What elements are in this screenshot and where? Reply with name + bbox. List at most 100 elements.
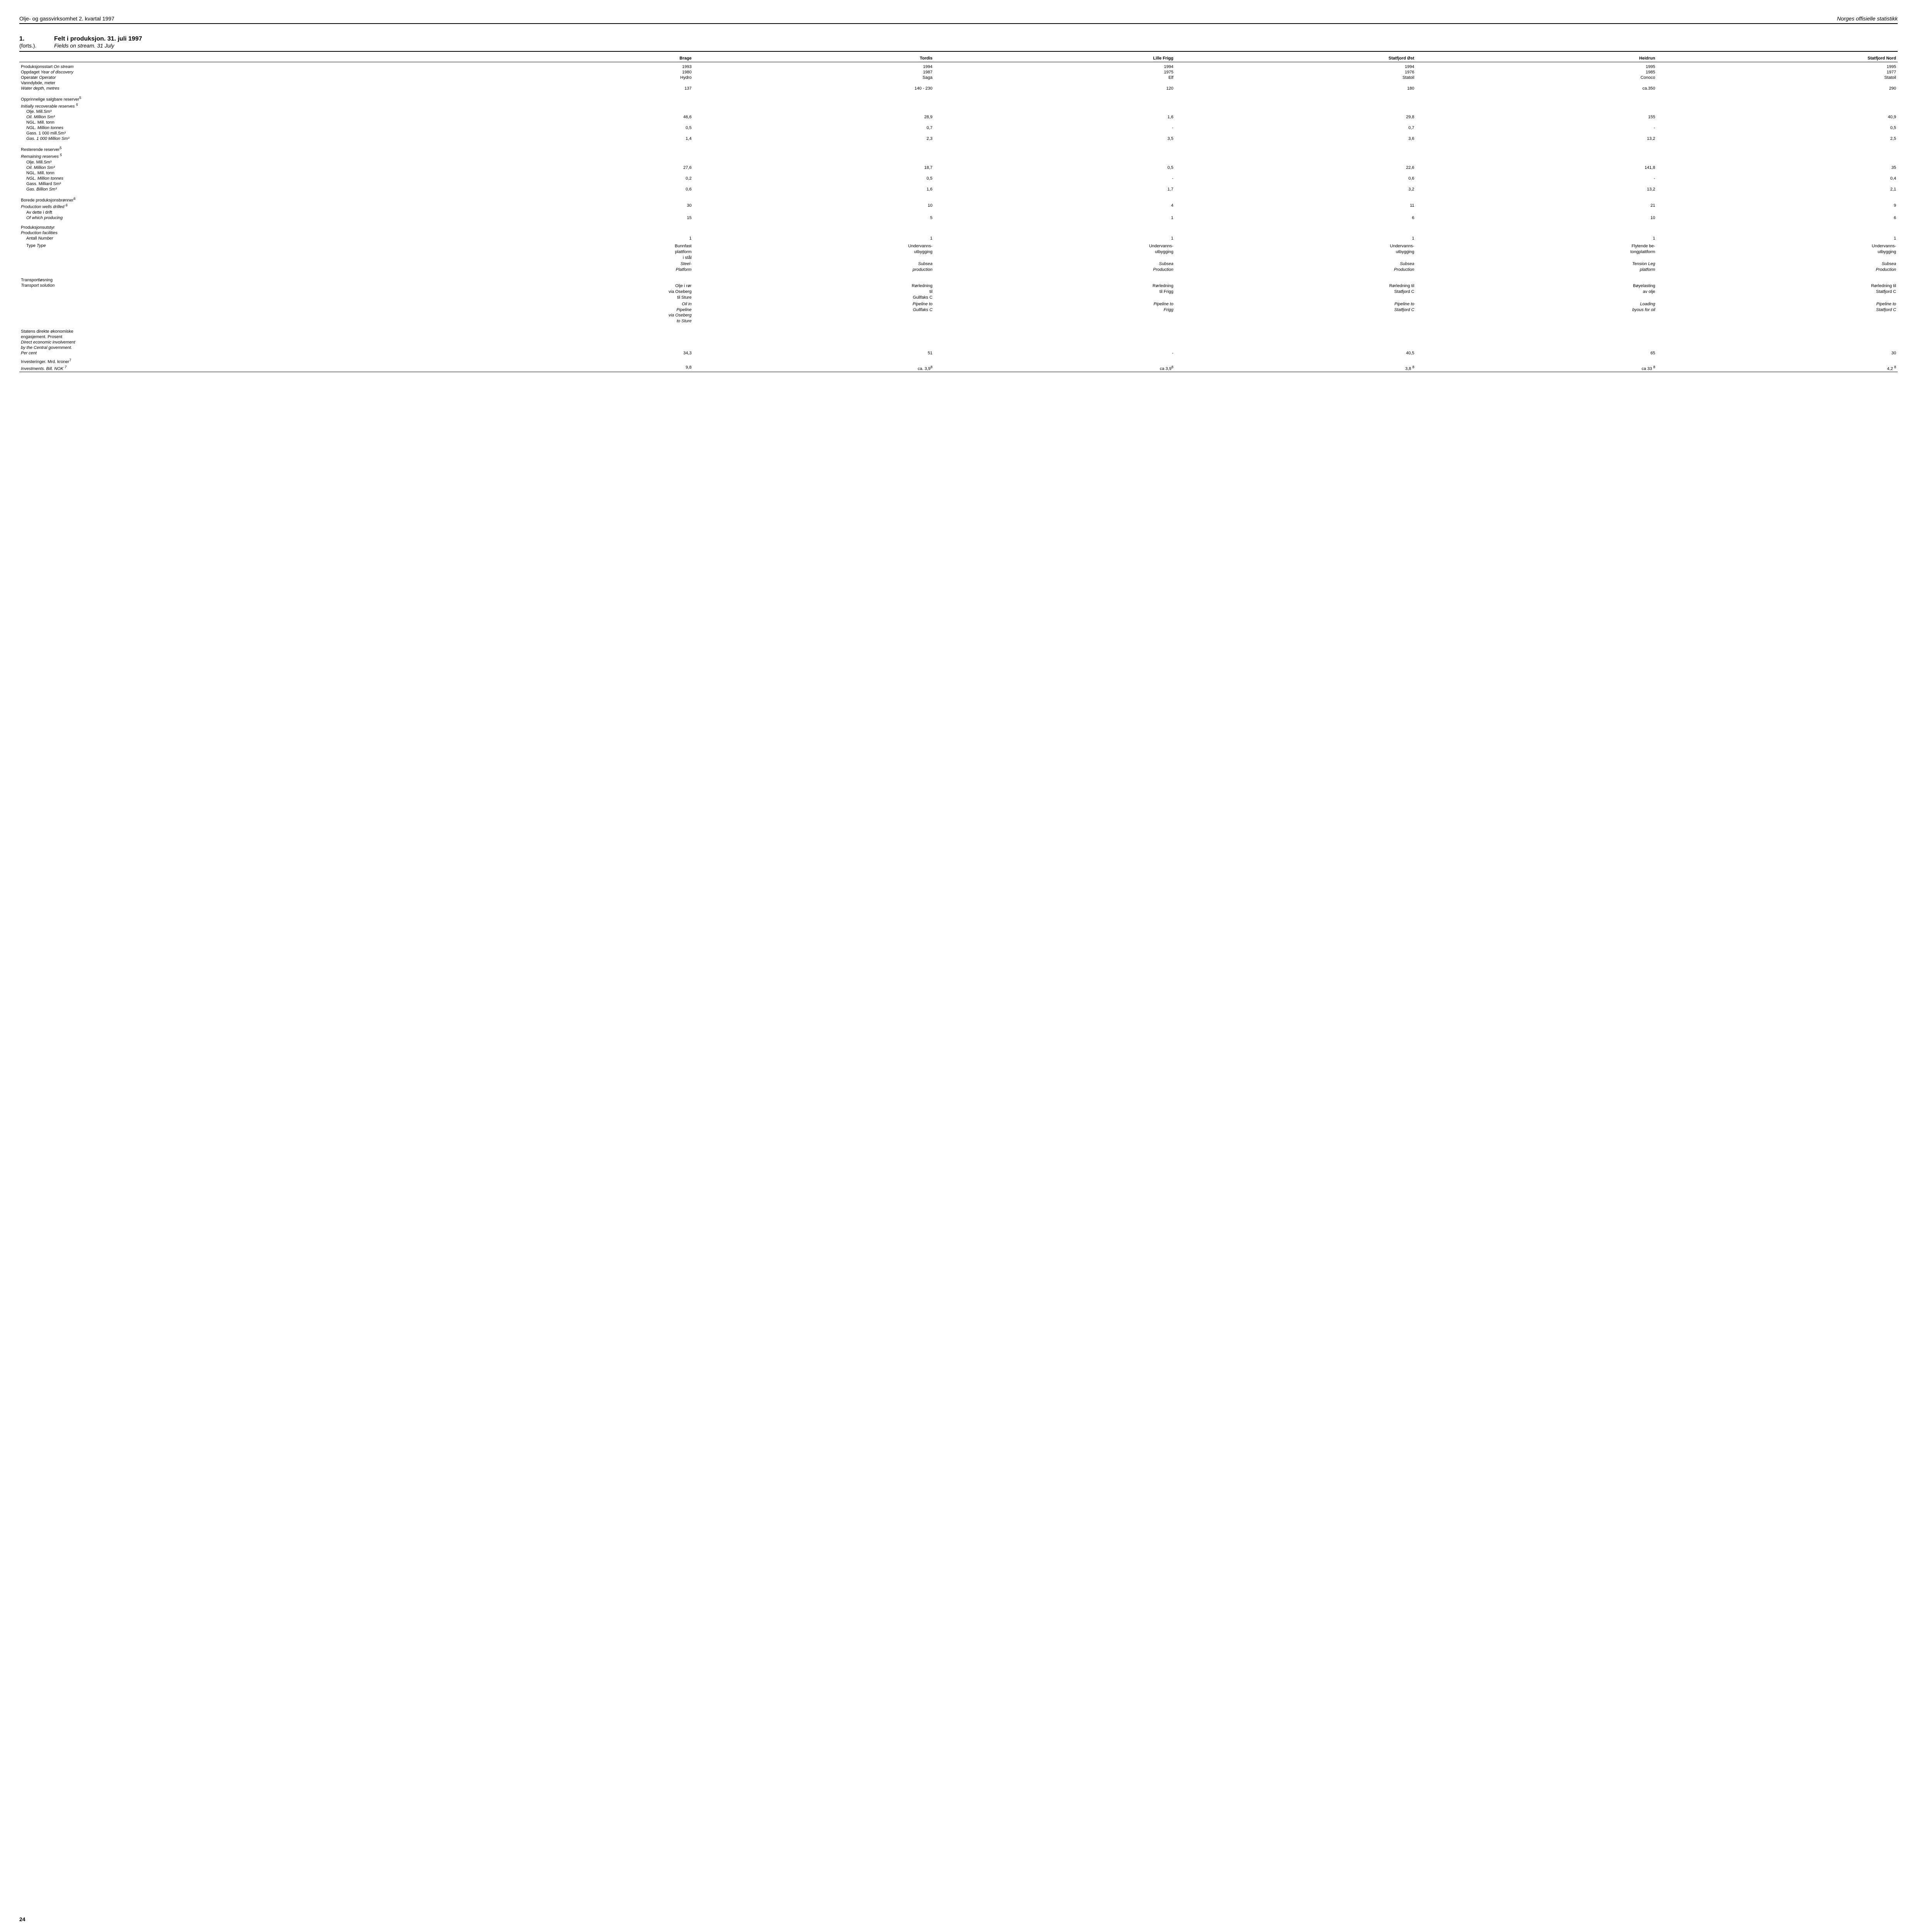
cell: Oil in Pipeline via Oseberg to Sture (452, 301, 693, 325)
cell-label (19, 261, 452, 273)
cell: 2,5 (1657, 136, 1898, 141)
cell-label: NGL. Mill. tonn (19, 170, 452, 176)
cell: 0,7 (1175, 125, 1416, 131)
cell-label: Gas. Billion Sm³ (19, 187, 452, 192)
cell-label: Gass. Milliard Sm³ (19, 181, 452, 187)
cell: Subsea Production (1657, 261, 1898, 273)
cell: 6 (1657, 215, 1898, 221)
cell-label: NGL. Million tonnes (19, 176, 452, 181)
cell: 0,4 (1657, 176, 1898, 181)
cell: Pipeline to Gullfaks C (693, 301, 934, 325)
cell-label: Remaining reserves 5 (19, 153, 452, 160)
cell: - (1416, 176, 1657, 181)
cell: 290 (1657, 86, 1898, 91)
cell: Olje i rør via Oseberg til Sture (452, 283, 693, 301)
cell: 1975 (934, 70, 1175, 75)
cell-empty (452, 131, 1898, 136)
row-depth-no: Vanndybde, meter (19, 80, 1898, 86)
cell: Hydro (452, 75, 693, 80)
cell: 51 (693, 350, 934, 356)
row-invest-en: Investments. Bill. NOK 7 9,8 ca. 3,98 ca… (19, 365, 1898, 372)
title-rule (19, 51, 1898, 52)
cell-label: Oppdaget Year of discovery (19, 70, 452, 75)
cell: 2,3 (693, 136, 934, 141)
cell: Statoil (1657, 75, 1898, 80)
cell-label: NGL. Million tonnes (19, 125, 452, 131)
cell: 1994 (1175, 62, 1416, 70)
cell: 140 - 230 (693, 86, 934, 91)
col-h: Statfjord Øst (1175, 56, 1416, 62)
cell-empty (452, 273, 1898, 283)
row-oil-rem-unit-no: Olje. Mill.Sm³ (19, 160, 1898, 165)
cell: 9 (1657, 203, 1898, 210)
row-transport-en2: Oil in Pipeline via Oseberg to Sture Pip… (19, 301, 1898, 325)
cell-label: Operatør Operator (19, 75, 452, 80)
row-gas-unit-no: Gass. 1 000 mill.Sm³ (19, 131, 1898, 136)
row-gov5: Per cent 34,3 51 - 40,5 65 30 (19, 350, 1898, 356)
cell: 137 (452, 86, 693, 91)
cell-label: Gass. 1 000 mill.Sm³ (19, 131, 452, 136)
page-header: Olje- og gassvirksomhet 2. kvartal 1997 … (19, 15, 1898, 24)
cell-empty (452, 210, 1898, 215)
cell: 65 (1416, 350, 1657, 356)
cell-label: Av dette i drift (19, 210, 452, 215)
cell: 0,5 (693, 176, 934, 181)
cell: Steel- Platform (452, 261, 693, 273)
cell: 1,6 (693, 187, 934, 192)
row-gas-init: Gas. 1 000 Million Sm³ 1,4 2,3 3,5 3,6 1… (19, 136, 1898, 141)
cell: Undervanns- utbygging (934, 241, 1175, 261)
cell-label: by the Central government. (19, 345, 452, 350)
cell: 0,5 (1657, 125, 1898, 131)
cell: 1977 (1657, 70, 1898, 75)
row-reserves-init-en: Initially recoverable reserves 5 (19, 102, 1898, 109)
row-gov2: engasjement. Prosent (19, 334, 1898, 340)
cell: - (1416, 125, 1657, 131)
row-oil-init: Oil. Million Sm³ 46,6 28,9 1,6 29,8 155 … (19, 114, 1898, 120)
col-h: Lille Frigg (934, 56, 1175, 62)
col-h: Statfjord Nord (1657, 56, 1898, 62)
col-blank (19, 56, 452, 62)
column-header-row: Brage Tordis Lille Frigg Statfjord Øst H… (19, 56, 1898, 62)
cell: Rørledning til Statfjord C (1175, 283, 1416, 301)
cell-label: Direct economic involvement (19, 340, 452, 345)
cell: Undervanns- utbygging (1175, 241, 1416, 261)
row-wells-en: Production wells drilled 6 30 10 4 11 21… (19, 203, 1898, 210)
cell-empty (452, 334, 1898, 340)
row-facilities-en: Production facilities (19, 230, 1898, 236)
cell-label: Transport solution (19, 283, 452, 301)
cell: Bunnfast plattform i stål (452, 241, 693, 261)
row-ngl-init: NGL. Million tonnes 0,5 0,7 - 0,7 - 0,5 (19, 125, 1898, 131)
cell-label: Opprinnelige salgbare reserver5 (19, 91, 452, 102)
cell: 10 (693, 203, 934, 210)
cell-empty (452, 340, 1898, 345)
cell: 9,8 (452, 365, 693, 372)
col-h: Tordis (693, 56, 934, 62)
cell: 1 (934, 215, 1175, 221)
cell: 1 (1416, 236, 1657, 241)
cell: 35 (1657, 165, 1898, 170)
cell: 1980 (452, 70, 693, 75)
cell: ca 33 8 (1416, 365, 1657, 372)
cell: Loading byous for oil (1416, 301, 1657, 325)
cell-label: Type Type (19, 241, 452, 261)
cell: 0,6 (452, 187, 693, 192)
cell-label: Gas. 1 000 Million Sm³ (19, 136, 452, 141)
cell-label: Statens direkte økonomiske (19, 325, 452, 334)
row-gov3: Direct economic involvement (19, 340, 1898, 345)
cell: 1 (1657, 236, 1898, 241)
row-onstream: Produksjonsstart On stream 1993 1994 199… (19, 62, 1898, 70)
cell-label: Produksjonsutstyr (19, 221, 452, 230)
col-h: Heidrun (1416, 56, 1657, 62)
cell: 40,5 (1175, 350, 1416, 356)
cell: Bøyelasting av olje (1416, 283, 1657, 301)
cell: Statoil (1175, 75, 1416, 80)
cell: 0,2 (452, 176, 693, 181)
cell-label: Vanndybde, meter (19, 80, 452, 86)
cell-label: Olje. Mill.Sm³ (19, 160, 452, 165)
cell-empty (452, 141, 1898, 153)
title-number: 1. (19, 36, 43, 43)
cell-label: Resterende reserver5 (19, 141, 452, 153)
row-gov4: by the Central government. (19, 345, 1898, 350)
cell-label: Transportløsning (19, 273, 452, 283)
cell: 29,8 (1175, 114, 1416, 120)
